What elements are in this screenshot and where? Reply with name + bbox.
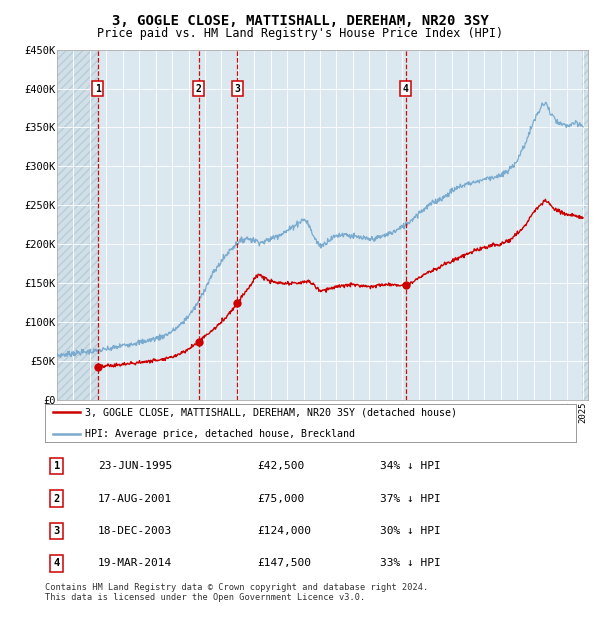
- Text: HPI: Average price, detached house, Breckland: HPI: Average price, detached house, Brec…: [85, 428, 355, 438]
- Text: 2: 2: [196, 84, 202, 94]
- Text: £147,500: £147,500: [257, 559, 311, 569]
- Text: 18-DEC-2003: 18-DEC-2003: [98, 526, 172, 536]
- Text: Contains HM Land Registry data © Crown copyright and database right 2024.
This d: Contains HM Land Registry data © Crown c…: [45, 583, 428, 602]
- Text: 34% ↓ HPI: 34% ↓ HPI: [380, 461, 440, 471]
- Text: £75,000: £75,000: [257, 494, 305, 503]
- Text: 2: 2: [53, 494, 60, 503]
- Text: 4: 4: [53, 559, 60, 569]
- Bar: [582, 50, 588, 400]
- Text: 37% ↓ HPI: 37% ↓ HPI: [380, 494, 440, 503]
- Bar: [57, 50, 98, 400]
- Bar: [57, 50, 98, 400]
- Text: 3: 3: [235, 84, 240, 94]
- Text: Price paid vs. HM Land Registry's House Price Index (HPI): Price paid vs. HM Land Registry's House …: [97, 27, 503, 40]
- Text: 17-AUG-2001: 17-AUG-2001: [98, 494, 172, 503]
- Text: 3, GOGLE CLOSE, MATTISHALL, DEREHAM, NR20 3SY (detached house): 3, GOGLE CLOSE, MATTISHALL, DEREHAM, NR2…: [85, 407, 457, 417]
- Text: 30% ↓ HPI: 30% ↓ HPI: [380, 526, 440, 536]
- Text: 23-JUN-1995: 23-JUN-1995: [98, 461, 172, 471]
- Text: 3, GOGLE CLOSE, MATTISHALL, DEREHAM, NR20 3SY: 3, GOGLE CLOSE, MATTISHALL, DEREHAM, NR2…: [112, 14, 488, 28]
- Bar: [582, 50, 588, 400]
- Text: £42,500: £42,500: [257, 461, 305, 471]
- Text: 33% ↓ HPI: 33% ↓ HPI: [380, 559, 440, 569]
- Text: £124,000: £124,000: [257, 526, 311, 536]
- Text: 4: 4: [403, 84, 409, 94]
- Text: 1: 1: [95, 84, 101, 94]
- Text: 1: 1: [53, 461, 60, 471]
- Text: 19-MAR-2014: 19-MAR-2014: [98, 559, 172, 569]
- Text: 3: 3: [53, 526, 60, 536]
